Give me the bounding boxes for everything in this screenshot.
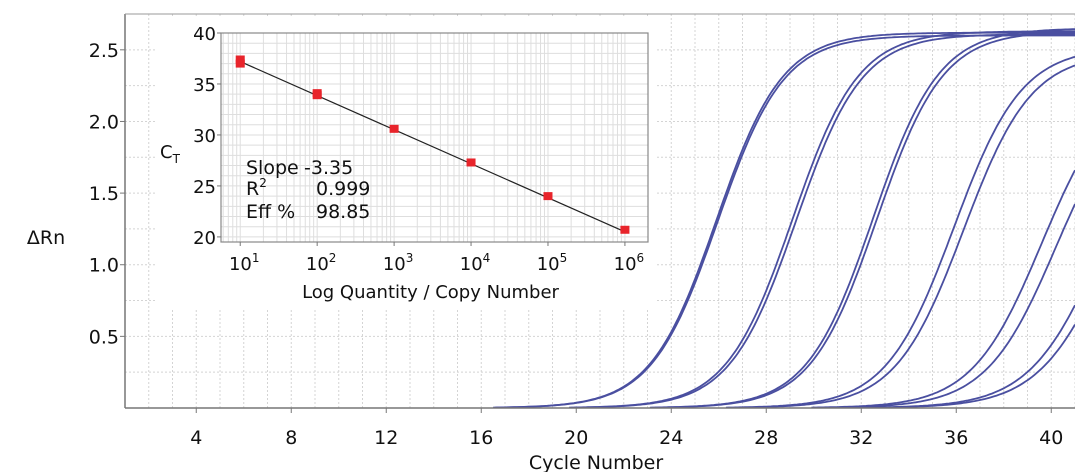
inset-x-tick-label: 106 [614,251,645,275]
x-tick-label: 32 [849,427,873,449]
amplification-curve [654,31,1075,409]
x-tick-label: 20 [564,427,588,449]
inset-y-tick-label: 35 [193,75,216,96]
stats-label: Eff % [246,201,295,223]
amplification-curve [875,324,1075,409]
y-tick-label: 1.5 [89,183,119,205]
x-axis-title: Cycle Number [529,452,663,472]
inset-x-tick-label: 103 [383,251,414,275]
inset-x-tick-label: 101 [229,251,260,275]
main-axes: 4 8 12 16 20 24 28 32 36 40 0.5 1.0 1.5 2.0 2.5 [89,13,1075,449]
amplification-curve [825,203,1075,409]
x-tick-label: 28 [754,427,778,449]
inset-frame [220,32,649,243]
x-tick-label: 4 [190,427,202,449]
inset-y-tick-label: 30 [193,126,216,147]
inset-data-point [235,55,245,64]
inset-fit-line [239,60,626,233]
y-axis-title: ΔRn [27,227,65,249]
inset-x-tick-label: 104 [460,251,491,275]
inset-x-axis-title: Log Quantity / Copy Number [302,282,559,303]
inset-data-point [620,225,630,234]
inset-x-tick-label: 102 [306,251,337,275]
inset-y-tick-label: 20 [193,228,216,249]
x-tick-label: 36 [944,427,968,449]
stats-value: -3.35 [304,157,353,179]
x-tick-label: 40 [1039,427,1063,449]
y-tick-label: 0.5 [89,326,119,348]
stats-label: Slope [246,157,299,179]
inset-data-point [466,158,476,167]
x-tick-label: 16 [469,427,493,449]
x-tick-label: 8 [285,427,297,449]
amplification-curve [737,64,1075,409]
amplification-curves [493,28,1075,409]
amplification-curve [573,33,1075,409]
stats-label: R2 [246,176,267,200]
inset-data-point [543,192,553,201]
amplification-curve [725,55,1075,409]
x-tick-label: 24 [659,427,683,449]
inset-x-tick-label: 105 [537,251,568,275]
inset-data-point [389,124,399,133]
stats-value: 0.999 [316,178,370,200]
amplification-curve [866,304,1075,409]
y-tick-label: 2.5 [89,40,119,62]
inset-y-tick-label: 40 [193,24,216,45]
inset-y-axis-title: CT [160,142,181,166]
inset-y-tick-label: 25 [193,177,216,198]
standard-curve-inset: 20 25 30 35 40 101 102 103 104 105 106 Log Quantity… [155,16,655,308]
y-tick-label: 2.0 [89,111,119,133]
inset-data-point [312,89,322,98]
x-tick-label: 12 [374,427,398,449]
stats-value: 98.85 [316,201,370,223]
y-tick-label: 1.0 [89,255,119,277]
inset-data-point [235,59,245,68]
